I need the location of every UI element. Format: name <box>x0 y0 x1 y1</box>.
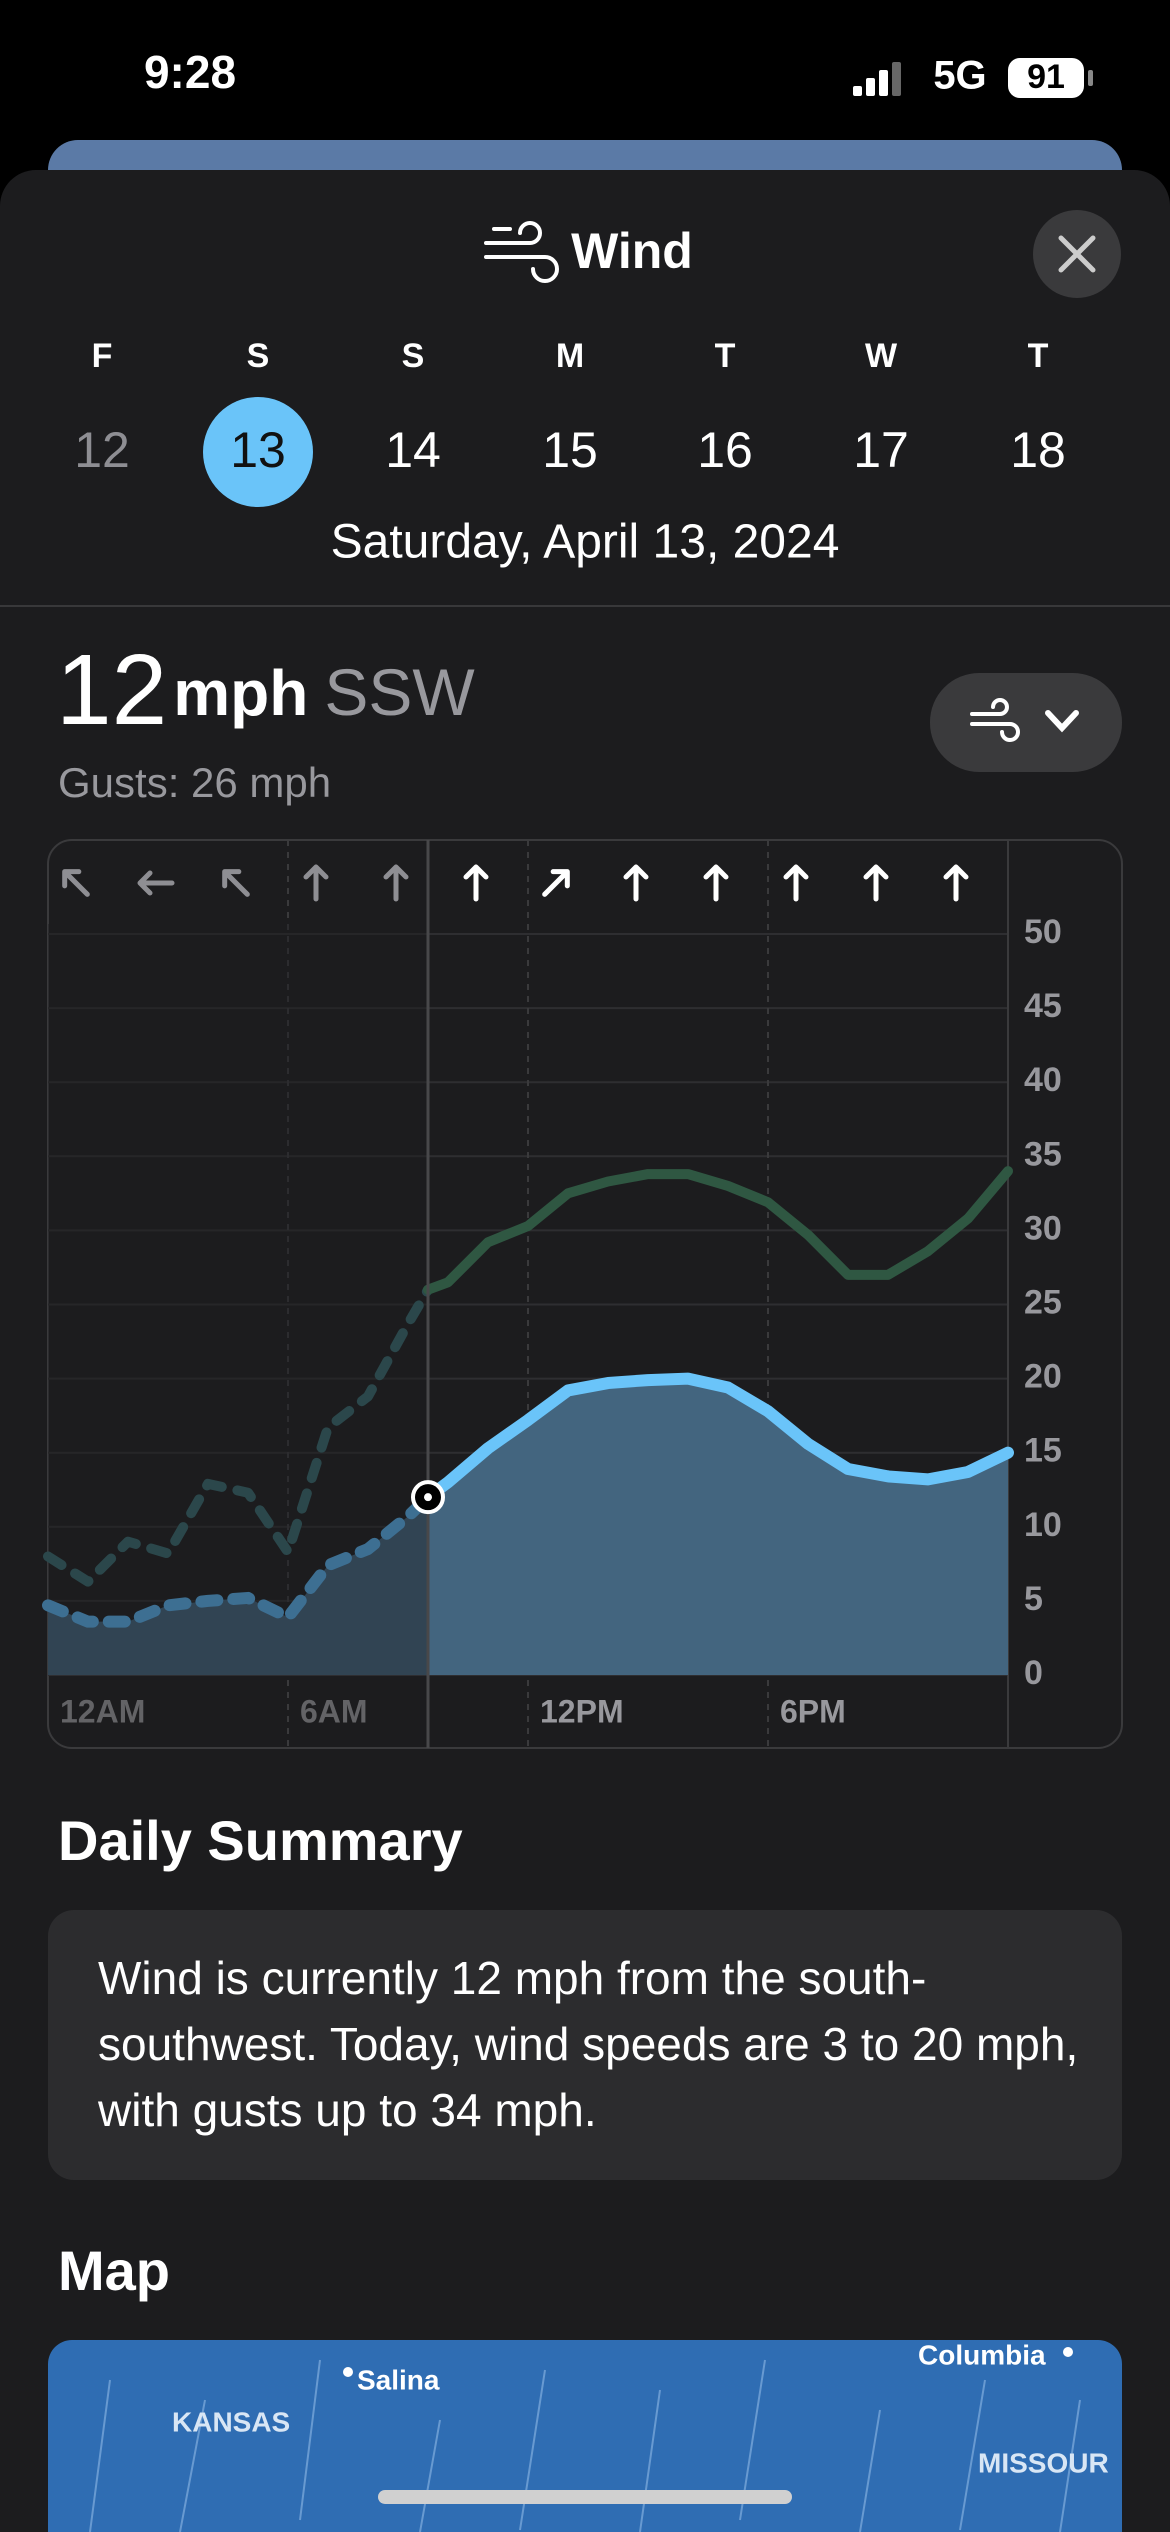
x-tick-label: 12PM <box>540 1693 624 1729</box>
direction-arrow <box>303 864 329 902</box>
close-icon <box>1058 235 1096 273</box>
map-title: Map <box>58 2239 170 2302</box>
day-number[interactable]: 14 <box>385 422 441 478</box>
home-indicator <box>378 2490 792 2504</box>
direction-arrow <box>62 869 90 897</box>
wind-icon <box>484 221 559 283</box>
y-tick-label: 35 <box>1024 1135 1062 1173</box>
y-tick-label: 50 <box>1024 913 1062 951</box>
direction-arrow <box>863 864 889 902</box>
day-number[interactable]: 17 <box>853 422 909 478</box>
current-unit: mph <box>173 657 308 729</box>
direction-arrow <box>703 864 729 902</box>
map-label: MISSOUR <box>978 2447 1109 2478</box>
direction-arrow <box>383 864 409 902</box>
y-tick-label: 25 <box>1024 1283 1062 1321</box>
map-label: Columbia <box>918 2339 1046 2370</box>
selected-date: Saturday, April 13, 2024 <box>331 516 840 569</box>
forecast-line <box>422 1372 1014 1504</box>
wind-area <box>48 1378 1008 1675</box>
header-title: Wind <box>571 223 693 279</box>
gusts: Gusts: 26 mph <box>58 759 331 806</box>
direction-arrow <box>943 864 969 902</box>
direction-arrow <box>542 869 570 897</box>
day-letter: S <box>247 337 270 375</box>
battery-level: 91 <box>1027 58 1065 96</box>
direction-arrow <box>463 864 489 902</box>
direction-arrow <box>222 869 250 897</box>
direction-arrow <box>137 870 175 896</box>
y-tick-label: 10 <box>1024 1506 1062 1544</box>
y-tick-label: 40 <box>1024 1061 1062 1099</box>
summary-title: Daily Summary <box>58 1809 463 1872</box>
day-letter: T <box>1028 337 1049 375</box>
y-tick-label: 0 <box>1024 1654 1043 1692</box>
map-streaks <box>89 2359 1081 2532</box>
past-line <box>42 1491 434 1628</box>
y-tick-label: 5 <box>1024 1580 1043 1618</box>
past-line <box>43 1284 433 1587</box>
signal <box>853 62 901 96</box>
x-tick-label: 6PM <box>780 1693 846 1729</box>
metric-toggle[interactable] <box>930 673 1122 772</box>
day-number[interactable]: 12 <box>74 422 130 478</box>
map-label: KANSAS <box>172 2406 290 2437</box>
direction-arrow <box>623 864 649 902</box>
day-letter: T <box>715 337 736 375</box>
day-letter: S <box>402 337 425 375</box>
battery-tip <box>1088 70 1093 86</box>
direction-arrow <box>783 864 809 902</box>
current-direction: SSW <box>324 655 475 729</box>
x-tick-label: 12AM <box>60 1693 145 1729</box>
day-number[interactable]: 16 <box>697 422 753 478</box>
city-dot <box>1063 2347 1073 2357</box>
current-point-dot <box>424 1493 432 1502</box>
y-tick-label: 15 <box>1024 1432 1062 1470</box>
map-label: Salina <box>357 2364 440 2395</box>
x-tick-label: 6AM <box>300 1693 368 1729</box>
summary-text: Wind is currently 12 mph from the south-… <box>98 1952 1079 2136</box>
network: 5G <box>933 54 986 98</box>
day-letter: W <box>865 337 898 375</box>
day-number[interactable]: 18 <box>1010 422 1066 478</box>
city-dot <box>343 2367 353 2377</box>
day-number[interactable]: 13 <box>230 422 286 478</box>
y-tick-label: 20 <box>1024 1358 1062 1396</box>
status-time: 9:28 <box>144 46 236 98</box>
battery <box>1008 58 1084 98</box>
current-reading: 12mph SSW <box>56 634 475 746</box>
day-letter: F <box>92 337 113 375</box>
current-speed: 12 <box>56 634 167 746</box>
forecast-line <box>423 1166 1013 1295</box>
toggle-icon <box>970 698 1079 742</box>
day-number[interactable]: 15 <box>542 422 598 478</box>
y-tick-label: 45 <box>1024 987 1062 1025</box>
summary-card <box>48 1910 1122 2180</box>
y-tick-label: 30 <box>1024 1209 1062 1247</box>
day-letter: M <box>556 337 584 375</box>
selected-day <box>203 397 313 507</box>
